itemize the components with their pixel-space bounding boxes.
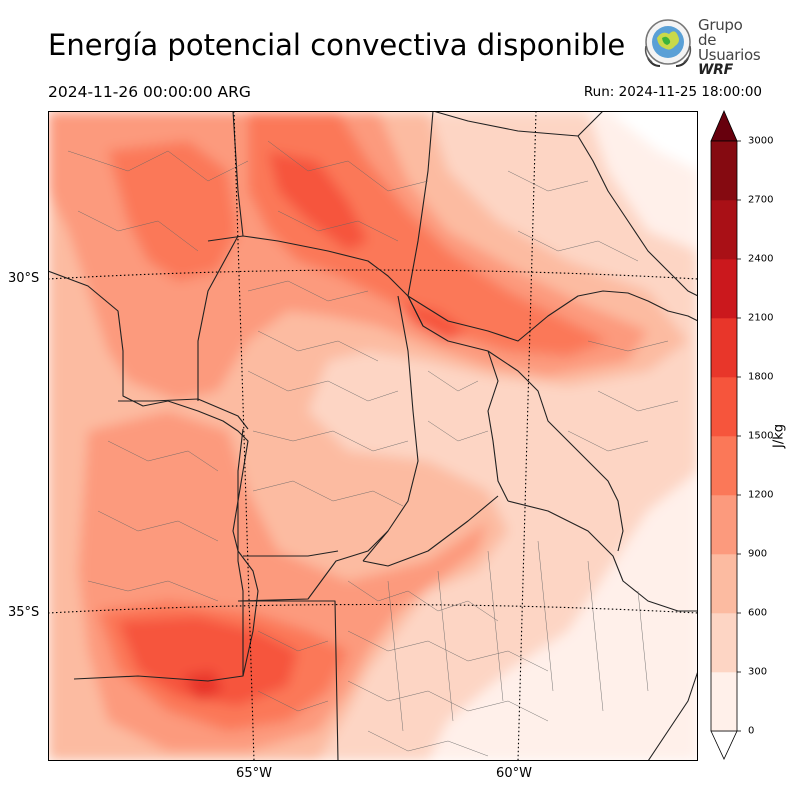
globe-logo-icon: [644, 19, 692, 67]
boundary-cordoba-south: [243, 550, 339, 557]
colorbar-label: 3000: [748, 135, 774, 147]
colorbar-band-2100-2400: [711, 259, 737, 319]
parallel-30s: [48, 269, 698, 280]
province-boundaries: [48, 111, 698, 761]
lon-label-60w: 60°W: [496, 766, 532, 781]
colorbar-band-2400-2700: [711, 200, 737, 260]
boundary-coast: [647, 670, 698, 761]
colorbar-band-900-1200: [711, 495, 737, 555]
logo-line1: Grupo de: [698, 16, 743, 49]
colorbar-band-1500-1800: [711, 377, 737, 437]
parallel-35s: [48, 603, 698, 614]
cape-map: [48, 111, 698, 761]
colorbar-label: 2700: [748, 194, 774, 206]
colorbar-band-600-900: [711, 554, 737, 614]
boundary-rio-de-la-plata: [507, 500, 698, 612]
colorbar-label: 900: [748, 548, 768, 560]
run-time: Run: 2024-11-25 18:00:00: [583, 84, 762, 100]
colorbar-label: 1200: [748, 489, 774, 501]
colorbar-label: 2400: [748, 253, 774, 265]
logo-line2: Usuarios: [698, 46, 761, 64]
colorbar-label: 1800: [748, 371, 774, 383]
colorbar-band-1200-1500: [711, 436, 737, 496]
boundary-chaco: [407, 111, 434, 297]
colorbar-label: 2100: [748, 312, 774, 324]
map-title: Energía potencial convectiva disponible: [48, 28, 626, 62]
colorbar-band-0-300: [711, 672, 737, 732]
cape-contour-1500-1800: [118, 616, 298, 706]
boundary-san-luis: [237, 428, 244, 676]
map-frame: [48, 111, 698, 761]
cape-contour-1800-2100: [183, 671, 223, 701]
logo-line3: WRF: [698, 62, 733, 78]
cape-contour-1200-1500-west: [108, 141, 238, 281]
colorbar: [710, 109, 741, 760]
cape-contour-1200-1500: [248, 111, 608, 356]
boundary-cordoba-north: [207, 235, 424, 327]
colorbar-unit: J/kg: [771, 424, 787, 448]
meridian-65w: [233, 111, 255, 761]
boundary-santiago: [232, 111, 244, 237]
boundary-buenos-aires: [362, 495, 499, 567]
colorbar-band-300-600: [711, 613, 737, 673]
graticule: [48, 111, 698, 761]
lon-label-65w: 65°W: [236, 766, 272, 781]
boundary-corrientes-south: [407, 290, 698, 342]
boundary-uruguay-river: [487, 350, 624, 552]
valid-time: 2024-11-26 00:00:00 ARG: [48, 83, 251, 101]
boundary-cordoba-west: [197, 235, 239, 401]
department-boundaries: [67, 140, 679, 757]
lat-label-30s: 30°S: [8, 271, 40, 286]
boundary-misiones: [577, 135, 698, 297]
meridian-60w: [517, 111, 537, 761]
colorbar-extend-over: [710, 109, 738, 142]
colorbar-band-1800-2100: [711, 318, 737, 378]
colorbar-label: 600: [748, 607, 768, 619]
boundary-corrientes: [432, 111, 604, 137]
wrf-logo: Grupo de Usuarios WRF: [638, 16, 761, 78]
colorbar-band-2700-3000: [711, 141, 737, 201]
boundary-andes: [48, 270, 259, 682]
colorbar-extend-under: [710, 730, 738, 760]
colorbar-label: 1500: [748, 430, 774, 442]
lat-label-35s: 35°S: [8, 605, 40, 620]
colorbar-label: 300: [748, 666, 768, 678]
colorbar-label: 0: [748, 725, 755, 737]
cape-contour-1500-1800-north: [268, 151, 368, 251]
boundary-la-pampa-north: [237, 530, 389, 602]
cape-field: [48, 111, 698, 761]
boundary-la-pampa-east: [238, 600, 339, 761]
boundary-entre-rios: [407, 295, 509, 502]
